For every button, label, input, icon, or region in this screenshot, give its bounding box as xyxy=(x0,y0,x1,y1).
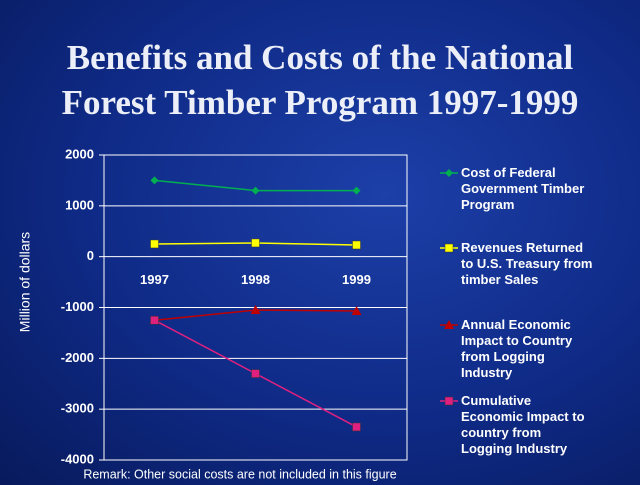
y-tick-label: -2000 xyxy=(61,350,94,365)
y-tick-label: -1000 xyxy=(61,299,94,314)
title-line: Benefits and Costs of the National xyxy=(66,38,574,77)
legend-label: Cumulative Economic Impact to country fr… xyxy=(461,393,585,456)
legend-label: Cost of Federal Government Timber Progra… xyxy=(461,165,585,212)
x-tick-label: 1997 xyxy=(140,272,169,287)
data-point xyxy=(352,240,361,250)
y-axis-label: Million of dollars xyxy=(17,232,33,332)
data-point xyxy=(250,305,261,315)
x-tick-label: 1998 xyxy=(241,272,270,287)
data-point xyxy=(251,186,260,195)
data-point xyxy=(251,369,260,378)
title-line: Forest Timber Program 1997-1999 xyxy=(61,83,579,122)
data-point xyxy=(150,176,159,185)
legend-marker xyxy=(444,320,454,329)
y-tick-label: 1000 xyxy=(65,197,94,212)
legend-label: Revenues Returned to U.S. Treasury from … xyxy=(461,240,593,287)
legend-marker xyxy=(445,169,453,177)
data-point xyxy=(352,422,361,432)
y-tick-label: 0 xyxy=(87,248,94,263)
legend-marker xyxy=(444,243,454,253)
note: Remark: Other social costs are not inclu… xyxy=(83,467,396,481)
y-tick-label: -3000 xyxy=(61,401,94,416)
legend-marker xyxy=(444,396,454,406)
y-tick-label: -4000 xyxy=(61,451,94,466)
data-point xyxy=(150,315,159,325)
data-point xyxy=(251,238,260,248)
data-point xyxy=(352,186,361,195)
y-tick-label: 2000 xyxy=(65,146,94,161)
legend-label: Annual Economic Impact to Country from L… xyxy=(461,317,573,380)
x-tick-label: 1999 xyxy=(342,272,371,287)
data-point xyxy=(351,306,362,316)
data-point xyxy=(150,239,159,249)
